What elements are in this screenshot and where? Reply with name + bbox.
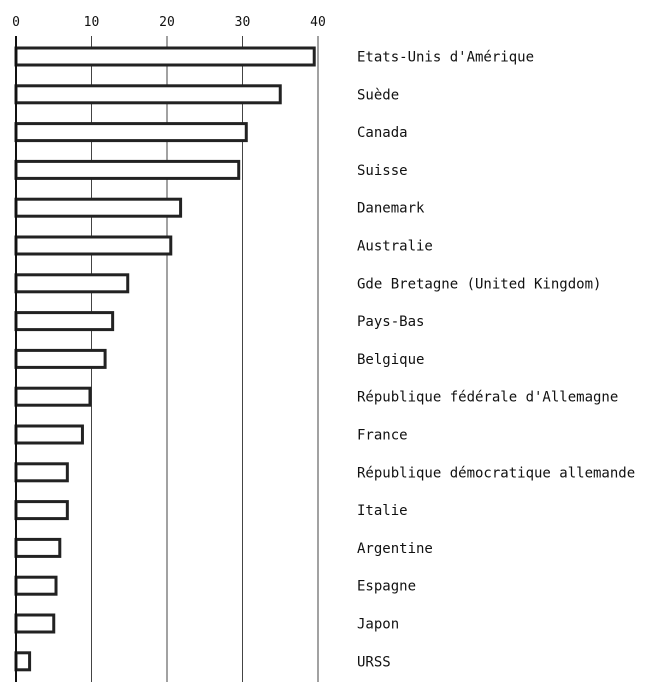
x-tick-labels: 0 10 20 30 40: [12, 15, 326, 30]
bar: [14, 159, 241, 180]
bar: [14, 462, 69, 483]
category-label: Canada: [357, 125, 408, 141]
category-label: URSS: [357, 654, 391, 670]
category-label: Belgique: [357, 352, 424, 368]
category-label: Gde Bretagne (United Kingdom): [357, 276, 601, 292]
bar: [14, 537, 62, 558]
bar: [14, 575, 58, 596]
category-label: Suède: [357, 87, 399, 103]
bar: [14, 197, 183, 218]
category-label: Pays-Bas: [357, 314, 424, 330]
bars: [14, 46, 316, 672]
bar: [14, 651, 32, 672]
category-label: Etats-Unis d'Amérique: [357, 50, 534, 66]
category-label: République démocratique allemande: [357, 465, 635, 481]
bar: [14, 235, 173, 256]
category-label: Italie: [357, 503, 408, 519]
category-label: Australie: [357, 239, 433, 255]
bar: [14, 386, 92, 407]
bar: [14, 311, 115, 332]
category-label: France: [357, 428, 408, 444]
bar: [14, 613, 56, 634]
x-tick-label: 30: [235, 15, 251, 30]
category-label: Japon: [357, 617, 399, 633]
bar: [14, 348, 107, 369]
bar: [14, 500, 69, 521]
category-label: Danemark: [357, 201, 425, 217]
category-label: Argentine: [357, 541, 433, 557]
x-tick-label: 40: [310, 15, 326, 30]
x-tick-label: 0: [12, 15, 20, 30]
bar: [14, 46, 316, 67]
bar: [14, 84, 282, 105]
bar: [14, 424, 84, 445]
x-tick-label: 20: [159, 15, 175, 30]
category-labels: Etats-Unis d'Amérique Suède Canada Suisse Da…: [357, 50, 635, 671]
category-label: République fédérale d'Allemagne: [357, 390, 618, 406]
x-tick-label: 10: [84, 15, 100, 30]
category-label: Suisse: [357, 163, 408, 179]
bar: [14, 122, 248, 143]
category-label: Espagne: [357, 579, 416, 595]
bar: [14, 273, 130, 294]
